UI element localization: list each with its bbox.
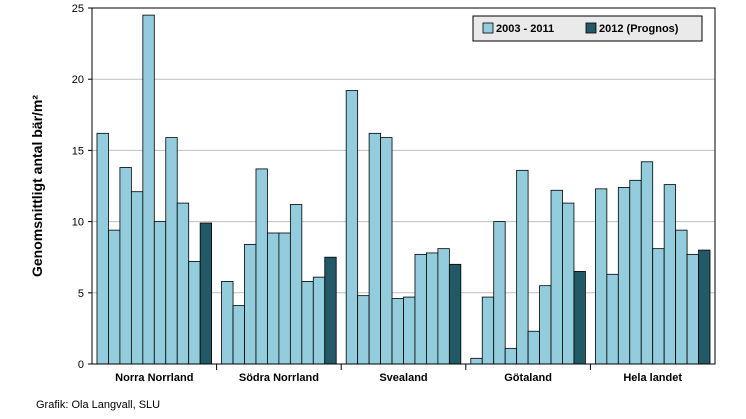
bar-2003-2011 bbox=[686, 253, 699, 365]
bar-2003-2011 bbox=[255, 168, 268, 365]
category-label: Götaland bbox=[504, 372, 552, 384]
legend: 2003 - 2011 2012 (Prognos) bbox=[472, 15, 703, 42]
bar-2003-2011 bbox=[550, 189, 563, 365]
bar-2003-2011 bbox=[640, 161, 654, 365]
category-label: Norra Norrland bbox=[115, 372, 193, 384]
x-axis-categories: Norra Norrland Södra Norrland Svealand Göta… bbox=[115, 364, 682, 384]
legend-label-historical: 2003 - 2011 bbox=[496, 23, 554, 35]
bar-2003-2011 bbox=[562, 202, 575, 365]
bar-2003-2011 bbox=[188, 261, 201, 365]
credit-text: Grafik: Ola Langvall, SLU bbox=[36, 399, 161, 411]
bar-2003-2011 bbox=[380, 137, 393, 365]
bar-2003-2011 bbox=[368, 132, 381, 365]
bar-2003-2011 bbox=[663, 184, 677, 365]
bar-2003-2011 bbox=[153, 221, 167, 365]
bar-2003-2011 bbox=[221, 281, 234, 365]
legend-swatch-historical bbox=[482, 22, 494, 34]
y-tick-label: 10 bbox=[72, 217, 84, 229]
bar-2003-2011 bbox=[527, 330, 540, 365]
bar-2003-2011 bbox=[130, 191, 144, 365]
bar-forecast-2012 bbox=[199, 222, 213, 365]
bar-2003-2011 bbox=[108, 229, 121, 365]
bar-2003-2011 bbox=[176, 202, 190, 365]
bar-2003-2011 bbox=[539, 285, 552, 365]
bar-2003-2011 bbox=[142, 14, 155, 365]
y-tick-label: 0 bbox=[78, 359, 84, 371]
bar-forecast-2012 bbox=[573, 271, 586, 365]
bar-2003-2011 bbox=[278, 232, 291, 365]
legend-label-forecast: 2012 (Prognos) bbox=[599, 23, 679, 35]
y-tick-label: 20 bbox=[72, 74, 84, 86]
bar-2003-2011 bbox=[312, 276, 326, 365]
bar-2003-2011 bbox=[481, 296, 495, 365]
bar-2003-2011 bbox=[301, 281, 314, 365]
category-label: Hela landet bbox=[623, 372, 682, 384]
bar-2003-2011 bbox=[345, 90, 359, 365]
bar-forecast-2012 bbox=[698, 249, 711, 365]
bar-2003-2011 bbox=[606, 273, 619, 365]
bar-2003-2011 bbox=[516, 169, 529, 365]
bar-2003-2011 bbox=[267, 232, 280, 365]
bar-2003-2011 bbox=[391, 298, 404, 365]
y-axis-ticks: 0 5 10 15 20 25 bbox=[72, 3, 92, 371]
bar-2003-2011 bbox=[617, 187, 631, 365]
plot-frame bbox=[91, 7, 716, 365]
bar-2003-2011 bbox=[232, 305, 245, 365]
bar-forecast-2012 bbox=[448, 263, 462, 365]
bar-2003-2011 bbox=[165, 137, 178, 365]
bar-2003-2011 bbox=[119, 167, 132, 365]
bar-2003-2011 bbox=[426, 252, 439, 365]
y-axis-label: Genomsnittligt antal bär/m² bbox=[29, 95, 45, 277]
legend-swatch-forecast bbox=[585, 22, 597, 34]
bar-2003-2011 bbox=[652, 248, 665, 365]
bar-2003-2011 bbox=[594, 188, 608, 365]
y-tick-label: 25 bbox=[72, 3, 84, 15]
bar-2003-2011 bbox=[675, 229, 688, 365]
y-tick-label: 15 bbox=[72, 145, 84, 157]
bar-2003-2011 bbox=[493, 221, 506, 365]
bar-forecast-2012 bbox=[324, 256, 337, 365]
category-label: Svealand bbox=[379, 372, 427, 384]
bar-2003-2011 bbox=[244, 243, 257, 365]
bar-2003-2011 bbox=[403, 296, 416, 365]
bar-2003-2011 bbox=[437, 248, 450, 365]
bar-2003-2011 bbox=[357, 295, 370, 365]
category-label: Södra Norrland bbox=[239, 372, 319, 384]
bar-2003-2011 bbox=[289, 204, 303, 365]
bar-2003-2011 bbox=[504, 347, 518, 365]
bar-2003-2011 bbox=[629, 179, 642, 365]
y-tick-label: 5 bbox=[78, 288, 84, 300]
bar-2003-2011 bbox=[96, 132, 109, 365]
bar-2003-2011 bbox=[414, 253, 427, 365]
bar-2003-2011 bbox=[470, 357, 483, 365]
